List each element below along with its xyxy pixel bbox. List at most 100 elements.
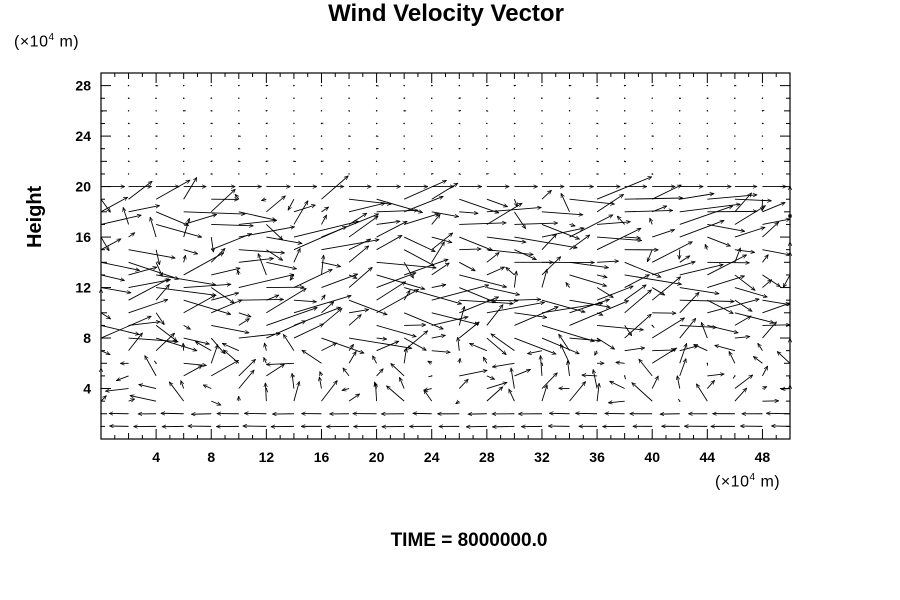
wind-vector [348,315,361,326]
wind-vector [431,242,445,263]
wind-vector [616,362,625,363]
calm-vector-point [403,160,405,163]
wind-vector [155,337,197,351]
wind-vector [238,249,285,253]
wind-vector [403,179,446,200]
calm-vector-point [127,97,130,99]
wind-vector [486,305,503,326]
wind-vector [321,214,378,238]
calm-vector-point [651,148,653,150]
wind-vector [624,325,632,335]
calm-vector-point [155,362,157,364]
x-unit-suffix: m) [755,473,781,491]
calm-vector-point [761,160,764,163]
wind-vector [100,324,139,334]
wind-vector [238,312,251,317]
wind-vector [424,389,432,391]
calm-vector-point [431,135,433,137]
calm-vector-point [431,110,433,112]
calm-vector-point [431,97,433,99]
wind-vector [652,262,695,276]
wind-vector [762,255,768,263]
calm-vector-point [293,148,295,150]
calm-vector-point [182,135,185,137]
wind-vector [183,218,190,238]
calm-vector-point [348,97,350,99]
wind-vector [486,249,533,255]
wind-vector [707,299,759,314]
wind-vector [541,257,561,276]
calm-vector-point [486,97,488,99]
wind-vector [528,350,543,354]
calm-vector-point [651,84,653,87]
wind-vector [293,248,301,263]
calm-vector-point [596,148,598,150]
wind-vector [290,274,295,280]
wind-vector [293,296,351,314]
wind-vector [348,344,353,351]
wind-vector [238,370,254,389]
wind-vector [266,249,282,261]
wind-vector [287,198,295,210]
wind-vector [128,267,157,276]
calm-vector-point [265,135,268,137]
wind-vector [679,249,680,259]
calm-vector-point [623,135,626,137]
calm-vector-point [486,84,488,87]
x-tick-label: 40 [644,449,660,465]
wind-vector [569,198,615,204]
calm-vector-point [513,135,516,137]
wind-vector [100,396,106,402]
calm-vector-point [375,110,378,112]
wind-vector [156,274,216,285]
wind-vector [734,249,755,253]
wind-vector [514,236,577,248]
wind-vector [376,289,419,314]
calm-vector-point [431,375,433,377]
calm-vector-point [568,97,571,99]
x-unit-prefix: (×10 [715,473,750,491]
calm-vector-point [623,122,626,125]
wind-vector [652,206,667,213]
wind-vector [459,236,492,250]
wind-vector [266,261,296,268]
calm-vector-point [210,160,212,163]
calm-vector-point [706,362,709,364]
calm-vector-point [155,97,157,99]
wind-vector [734,193,752,213]
wind-vector [679,194,714,200]
wind-vector [459,249,481,250]
calm-vector-point [182,160,185,163]
wind-vector [155,224,202,237]
calm-vector-point [375,135,378,137]
calm-vector-point [238,173,240,175]
calm-vector-point [541,135,543,137]
wind-vector [211,324,249,332]
calm-vector-point [320,110,323,112]
wind-vector [762,322,776,339]
wind-vector [266,295,278,301]
wind-vector [123,208,129,225]
wind-vector [624,314,652,339]
calm-vector-point [375,173,378,175]
wind-vector [376,261,437,267]
wind-vector [266,196,285,213]
wind-vector [651,241,692,263]
calm-vector-point [375,160,378,163]
wind-vector [679,220,724,238]
calm-vector-point [431,84,433,87]
calm-vector-point [155,122,157,125]
wind-vector [348,337,412,348]
calm-vector-point [761,97,764,99]
x-tick-label: 44 [700,449,716,465]
calm-vector-point [486,110,488,112]
wind-vector [486,253,499,263]
wind-vector [376,282,406,301]
calm-vector-point [568,84,571,87]
wind-vector [184,255,186,263]
wind-vector [321,240,379,251]
wind-vector [514,223,557,224]
wind-vector [647,249,653,262]
wind-vector [321,215,326,225]
wind-vector [403,236,435,253]
